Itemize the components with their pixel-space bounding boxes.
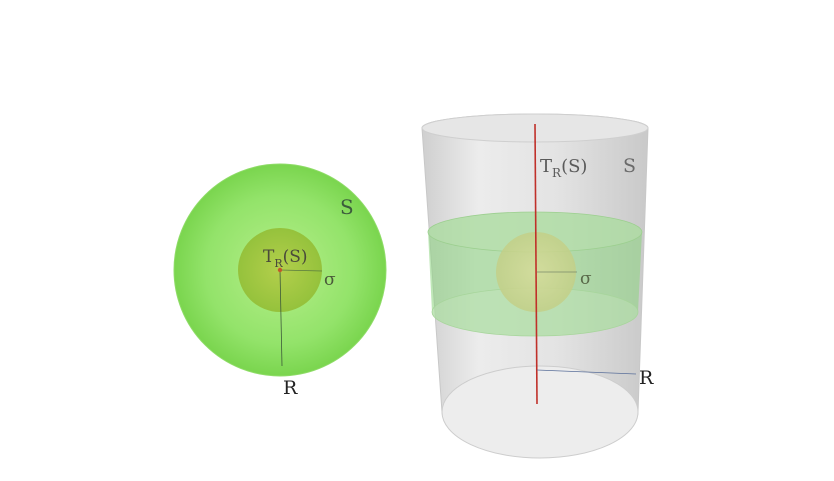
inner-sphere-label: TR(S) (263, 247, 308, 270)
cylinder-label: S (623, 155, 636, 177)
vertical-axis-red (534, 123, 538, 405)
cylinder-bottom (441, 365, 639, 459)
right-cylinder-figure: TR(S) S σ R (421, 113, 654, 459)
outer-sphere-label: S (340, 195, 354, 219)
radius-label: σ (324, 270, 336, 290)
axis-label: R (639, 367, 654, 389)
inner-region-label: TR(S) (540, 156, 587, 180)
axis-r-line (279, 269, 283, 367)
center-point (277, 267, 283, 273)
radius-label: σ (580, 269, 592, 289)
radius-sigma-line (279, 269, 323, 272)
left-sphere-figure: S TR(S) σ R (173, 163, 387, 399)
axis-label: R (283, 377, 298, 399)
axis-r-line (536, 369, 637, 375)
